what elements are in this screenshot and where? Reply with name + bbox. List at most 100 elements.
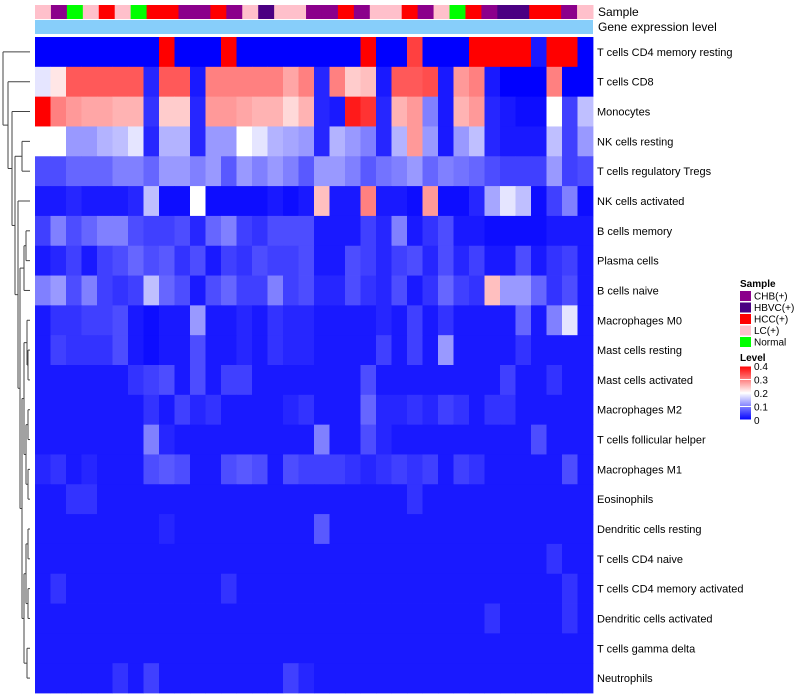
sample-annotation-cell — [50, 5, 68, 19]
heatmap-cell — [438, 573, 454, 604]
heatmap-cell — [438, 603, 454, 634]
heatmap-cell — [484, 275, 501, 306]
gene-expression-annotation-bar — [35, 20, 593, 34]
heatmap-cell — [562, 633, 578, 664]
heatmap-cell — [360, 37, 377, 68]
heatmap-cell — [469, 424, 485, 455]
heatmap-cell — [236, 245, 253, 276]
heatmap-cell — [531, 66, 547, 98]
heatmap-cell — [128, 156, 144, 187]
heatmap-cell — [422, 245, 439, 276]
heatmap-cell — [190, 365, 206, 396]
heatmap-cell — [112, 424, 129, 455]
heatmap-cell — [360, 663, 377, 694]
heatmap-cell — [469, 156, 485, 187]
heatmap-cell — [469, 335, 485, 366]
heatmap-cell — [515, 305, 532, 336]
heatmap-cell — [81, 484, 98, 515]
heatmap-cell — [484, 186, 501, 217]
heatmap-cell — [515, 365, 532, 396]
heatmap-cell — [329, 66, 346, 98]
heatmap-cell — [190, 186, 206, 217]
heatmap-cell — [221, 215, 237, 247]
heatmap-cell — [35, 335, 51, 366]
heatmap-cell — [283, 514, 299, 545]
heatmap-cell — [360, 96, 377, 127]
heatmap-cell — [438, 245, 454, 276]
heatmap-cell — [515, 245, 532, 276]
sample-legend-swatch — [740, 302, 751, 313]
heatmap-cell — [221, 633, 237, 664]
heatmap-cell — [438, 633, 454, 664]
heatmap-cell — [159, 573, 175, 604]
heatmap-cell — [500, 335, 516, 366]
heatmap-cell — [345, 275, 361, 306]
heatmap-cell — [174, 96, 191, 127]
heatmap-cell — [391, 156, 408, 187]
heatmap-cell — [66, 96, 82, 127]
heatmap-cell — [128, 394, 144, 426]
heatmap-cell — [546, 424, 563, 455]
heatmap-cell — [81, 126, 98, 157]
row-label: Macrophages M0 — [597, 315, 682, 327]
heatmap-cell — [66, 484, 82, 515]
heatmap-cell — [484, 633, 501, 664]
heatmap-cell — [298, 543, 315, 575]
heatmap-cell — [190, 603, 206, 634]
sample-legend-title: Sample — [740, 279, 776, 290]
heatmap-cell — [174, 365, 191, 396]
annotation-label-gene-expression: Gene expression level — [598, 20, 717, 34]
heatmap-cell — [159, 335, 175, 366]
heatmap-cell — [35, 215, 51, 247]
heatmap-cell — [66, 633, 82, 664]
heatmap-cell — [469, 365, 485, 396]
heatmap-cell — [376, 245, 392, 276]
heatmap-cell — [345, 663, 361, 694]
heatmap-cell — [174, 37, 191, 68]
heatmap-cell — [360, 603, 377, 634]
heatmap-cell — [577, 126, 594, 157]
heatmap-cell — [453, 126, 470, 157]
heatmap-cell — [159, 514, 175, 545]
heatmap-cell — [376, 156, 392, 187]
heatmap-cell — [112, 37, 129, 68]
heatmap-cell — [112, 454, 129, 485]
heatmap-cell — [577, 275, 594, 306]
heatmap-cell — [515, 633, 532, 664]
heatmap-cell — [159, 484, 175, 515]
heatmap-cell — [577, 514, 594, 545]
heatmap-cell — [546, 603, 563, 634]
heatmap-cell — [283, 66, 299, 98]
heatmap-cell — [329, 126, 346, 157]
heatmap-cell — [190, 275, 206, 306]
heatmap-cell — [407, 633, 423, 664]
heatmap-cell — [391, 484, 408, 515]
heatmap-cell — [66, 543, 82, 575]
heatmap-cell — [174, 335, 191, 366]
heatmap-cell — [128, 484, 144, 515]
heatmap-cell — [128, 365, 144, 396]
heatmap-cell — [252, 245, 268, 276]
heatmap-cell — [252, 335, 268, 366]
heatmap-cell — [562, 484, 578, 515]
row-label: NK cells resting — [597, 136, 673, 148]
heatmap-cell — [407, 335, 423, 366]
heatmap-cell — [546, 454, 563, 485]
heatmap-cell — [267, 335, 284, 366]
heatmap-cell — [252, 156, 268, 187]
heatmap-cell — [345, 424, 361, 455]
heatmap-cell — [422, 66, 439, 98]
heatmap-cell — [298, 245, 315, 276]
heatmap-cell — [35, 365, 51, 396]
heatmap-cell — [453, 424, 470, 455]
heatmap-cell — [562, 514, 578, 545]
heatmap-cell — [360, 156, 377, 187]
heatmap-cell — [515, 543, 532, 575]
heatmap-cell — [66, 424, 82, 455]
heatmap-cell — [453, 305, 470, 336]
heatmap-cell — [252, 37, 268, 68]
heatmap-cell — [35, 573, 51, 604]
heatmap-cell — [159, 156, 175, 187]
heatmap-cell — [453, 245, 470, 276]
heatmap-cell — [267, 96, 284, 127]
